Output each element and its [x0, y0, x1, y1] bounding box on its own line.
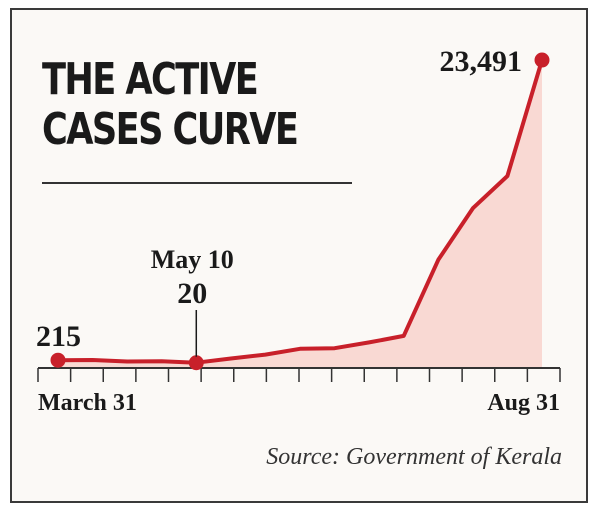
- x-tick-label-end: Aug 31: [487, 390, 560, 416]
- area-fill: [58, 60, 542, 368]
- x-tick-label-start: March 31: [38, 390, 137, 416]
- point-layer: [50, 52, 550, 371]
- label-layer: March 31 Aug 31 215 May 10 20 23,491: [36, 45, 560, 416]
- chart-title: THE ACTIVE CASES CURVE: [42, 54, 299, 155]
- x-axis: [37, 367, 561, 382]
- data-point: [188, 355, 204, 371]
- data-point: [50, 352, 66, 368]
- date-label: May 10: [151, 245, 234, 274]
- series-line: [56, 58, 544, 365]
- area-layer: [58, 60, 542, 368]
- data-label: 23,491: [440, 45, 523, 78]
- title-divider: [42, 182, 352, 184]
- source-note: Source: Government of Kerala: [266, 444, 562, 470]
- series-line-layer: [56, 58, 544, 365]
- data-label: 215: [36, 320, 81, 353]
- data-label: 20: [177, 277, 207, 310]
- data-point: [534, 52, 550, 68]
